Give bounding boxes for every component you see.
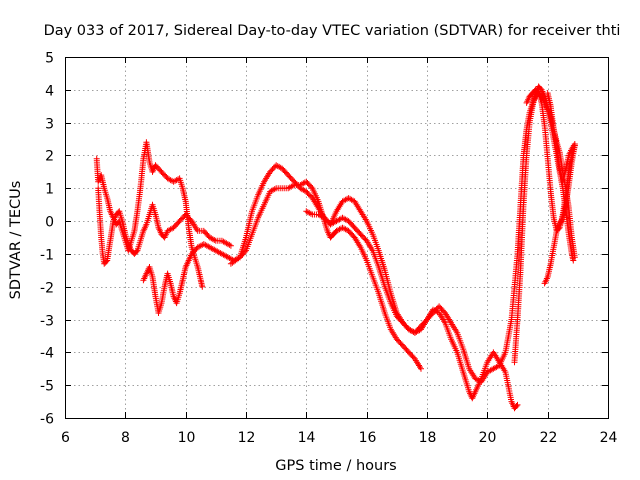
y-axis-label: SDTVAR / TECUs [8, 181, 24, 300]
series-track-f [511, 83, 578, 366]
x-tick-label: 20 [479, 430, 497, 446]
data-points [93, 83, 578, 412]
y-tick-label: 4 [45, 84, 54, 100]
data-point-marker [227, 242, 234, 249]
y-tick-label: -6 [40, 412, 54, 428]
data-point-marker [103, 258, 110, 265]
series-track-e [303, 90, 577, 385]
y-tick-label: 0 [45, 215, 54, 231]
x-tick-label: 8 [121, 430, 130, 446]
y-tick-label: 5 [45, 51, 54, 67]
grid-lines [65, 57, 608, 418]
y-tick-label: -1 [40, 248, 54, 264]
data-point-marker [308, 184, 315, 190]
x-tick-label: 6 [61, 430, 70, 446]
y-tick-label: -4 [40, 346, 54, 362]
x-tick-label: 10 [178, 430, 196, 446]
chart-title: Day 033 of 2017, Sidereal Day-to-day VTE… [44, 23, 621, 39]
data-point-marker [571, 254, 578, 261]
x-tick-label: 14 [298, 430, 316, 446]
data-point-marker [514, 401, 521, 408]
y-tick-label: 1 [45, 182, 54, 198]
y-tick-label: -5 [40, 379, 54, 395]
data-point-marker [570, 257, 577, 264]
data-point-marker [534, 89, 541, 95]
x-tick-label: 12 [238, 430, 256, 446]
x-tick-label: 18 [419, 430, 437, 446]
x-axis-label: GPS time / hours [275, 458, 396, 474]
y-tick-label: 2 [45, 149, 54, 165]
y-tick-label: 3 [45, 117, 54, 133]
series-track-h [541, 142, 578, 287]
series-track-a [93, 139, 206, 290]
data-point-marker [199, 283, 206, 290]
x-tick-label: 16 [359, 430, 377, 446]
axis-ticks [65, 57, 609, 419]
series-track-i [544, 90, 578, 261]
y-tick-label: -2 [40, 281, 54, 297]
series-track-b [95, 185, 234, 267]
data-point-marker [513, 403, 520, 409]
y-tick-label: -3 [40, 314, 54, 330]
x-tick-label: 22 [540, 430, 558, 446]
data-point-marker [571, 142, 578, 149]
x-tick-label: 24 [600, 430, 618, 446]
plot-frame [65, 57, 609, 419]
data-point-marker [418, 365, 424, 372]
series-track-c [140, 178, 424, 372]
